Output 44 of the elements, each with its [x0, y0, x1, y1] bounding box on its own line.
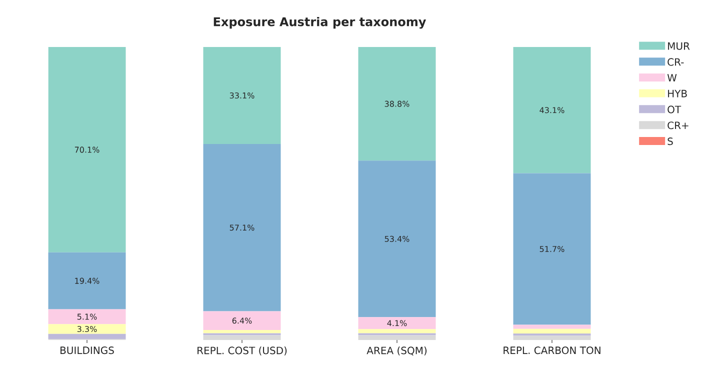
bar	[203, 330, 281, 334]
data-label: 51.7%	[540, 246, 564, 252]
bar	[513, 336, 591, 340]
data-label: 57.1%	[230, 224, 254, 231]
x-tick-label: BUILDINGS	[60, 346, 114, 354]
legend-label: MUR	[668, 42, 690, 50]
bar	[48, 252, 126, 310]
legend-label: CR+	[668, 122, 688, 130]
bar	[358, 329, 436, 334]
data-label: 4.1%	[387, 320, 407, 326]
bar	[358, 160, 436, 318]
data-label: 6.4%	[232, 318, 252, 324]
data-label: 70.1%	[74, 146, 100, 153]
bar	[358, 46, 436, 161]
data-label: 38.8%	[384, 100, 410, 107]
bar	[48, 334, 126, 340]
data-label: 3.3%	[77, 326, 97, 332]
data-label: 5.1%	[77, 314, 97, 320]
bar	[513, 328, 591, 334]
bar	[203, 335, 281, 340]
data-label: 19.4%	[75, 278, 100, 284]
bar	[203, 311, 281, 330]
x-tick-label: REPL. COST (USD)	[198, 346, 287, 356]
bar	[48, 46, 126, 252]
bar	[513, 324, 591, 329]
x-tick-label: REPL. CARBON TON	[504, 346, 600, 354]
bar	[358, 317, 436, 330]
bar	[203, 46, 281, 144]
bar	[513, 173, 591, 325]
chart-title: Exposure Austria per taxonomy	[214, 16, 426, 29]
x-tick-label: AREA (SQM)	[366, 346, 427, 356]
bar	[48, 309, 126, 324]
bar	[358, 335, 436, 340]
legend-label: CR-	[668, 58, 684, 66]
bar	[48, 324, 126, 334]
legend-label: HYB	[668, 90, 687, 98]
data-label: 33.1%	[230, 92, 254, 99]
legend-label: S	[668, 138, 673, 146]
legend-label: W	[667, 74, 677, 82]
data-label: 53.4%	[384, 236, 410, 242]
data-label: 43.1%	[540, 107, 564, 114]
legend-label: OT	[668, 106, 682, 114]
bar	[203, 144, 281, 312]
bar	[513, 46, 591, 174]
